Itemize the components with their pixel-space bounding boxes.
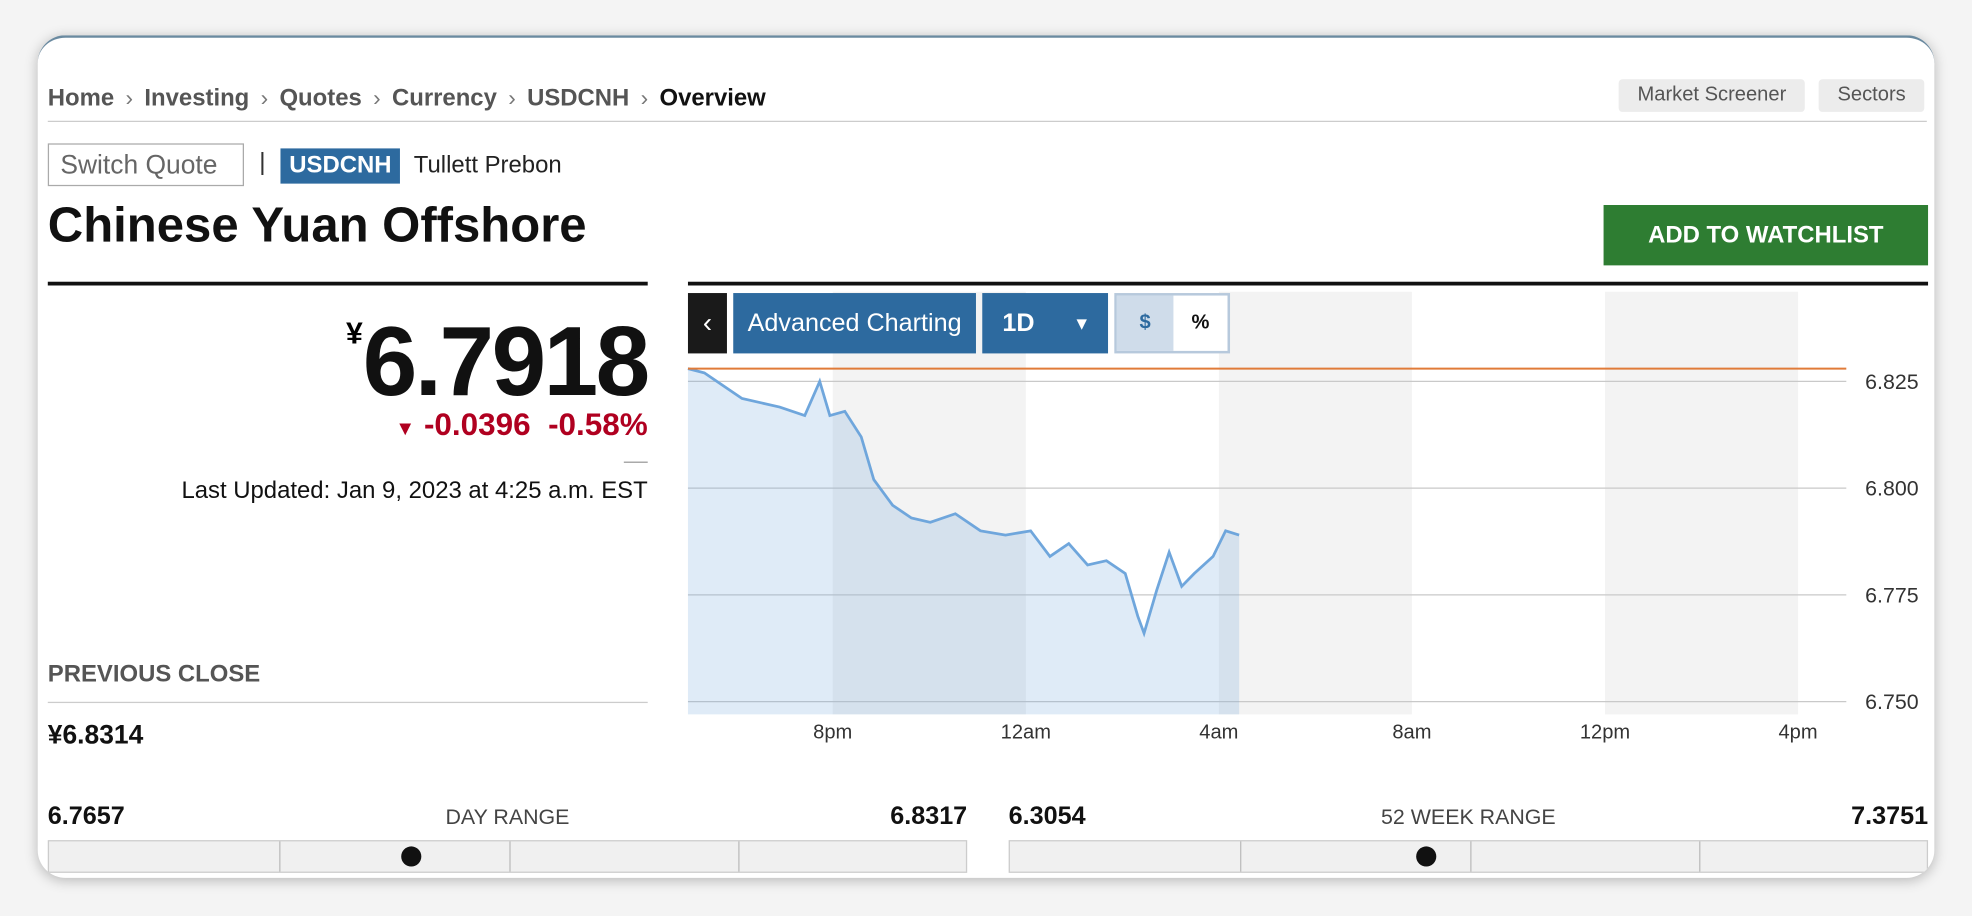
last-updated: Last Updated: Jan 9, 2023 at 4:25 a.m. E… [181, 477, 648, 505]
currency: ¥ [345, 316, 363, 351]
x-tick-label: 12pm [1580, 721, 1630, 743]
range-low: 6.3054 [1008, 802, 1086, 831]
y-tick-label: 6.750 [1865, 690, 1919, 714]
crumb[interactable]: Quotes [279, 85, 362, 112]
line [687, 367, 1240, 638]
range-label: 52 WEEK RANGE [1381, 804, 1556, 829]
crumb-separator: › [125, 85, 134, 111]
crumb[interactable]: Investing [144, 85, 250, 112]
period-select[interactable]: 1D ▼ [982, 293, 1109, 354]
change: ▼ -0.0396 -0.58% [395, 407, 647, 443]
rule [47, 281, 648, 286]
rule [623, 461, 648, 463]
range-divider [278, 841, 281, 872]
range-divider [1469, 841, 1471, 872]
crumb[interactable]: USDCNH [527, 85, 630, 112]
y-tick-label: 6.800 [1865, 477, 1919, 501]
crumb-separator: › [373, 85, 381, 111]
crumb-separator: › [640, 85, 649, 111]
unit-toggle: $ % [1114, 293, 1231, 354]
crumb-separator: › [508, 85, 516, 111]
y-tick-label: 6.775 [1865, 583, 1919, 607]
crumb[interactable]: Currency [391, 85, 497, 112]
change-value: -0.0396 [423, 407, 531, 443]
x-tick-label: 8am [1392, 721, 1431, 743]
crumb: Overview [659, 85, 766, 112]
switch-quote[interactable]: Switch Quote [47, 143, 244, 187]
range-high: 6.8317 [890, 802, 968, 831]
range-divider [1239, 841, 1242, 872]
range-divider [738, 841, 740, 872]
range-divider [508, 841, 510, 872]
dropdown-arrow: ▼ [1072, 313, 1091, 334]
previous-close-label: PREVIOUS CLOSE [47, 661, 261, 688]
sectors[interactable]: Sectors [1818, 79, 1925, 112]
card: Home › Investing › Quotes › Currency › USDCNH › Ov… [37, 35, 1935, 878]
range-marker [1416, 846, 1437, 867]
separator: | [259, 148, 266, 177]
percent[interactable]: % [1191, 311, 1210, 334]
down-arrow: ▼ [395, 418, 416, 441]
x-tick-label: 12am [1001, 721, 1051, 743]
previous-close-value: ¥6.8314 [47, 720, 144, 750]
period: 1D [1002, 309, 1035, 338]
area [687, 368, 1240, 715]
range-bar [47, 840, 968, 873]
rule [687, 281, 1929, 286]
crumb[interactable]: Home [47, 85, 115, 112]
x-tick-label: 8pm [813, 721, 852, 743]
collapse-button[interactable]: ‹ [687, 293, 727, 354]
market-screener[interactable]: Market Screener [1618, 79, 1806, 112]
chart: 6.750 6.775 6.800 6.825 8pm 12am 4am 8am 12pm 4pm [687, 291, 1919, 743]
y-tick-label: 6.825 [1865, 370, 1919, 394]
range-bar [1008, 840, 1929, 873]
range-high: 7.3751 [1851, 802, 1929, 831]
x-tick-label: 4am [1199, 721, 1238, 743]
price-box: ¥6.7918 [345, 304, 650, 418]
crumb-separator: › [260, 85, 269, 111]
range-divider [1699, 841, 1701, 872]
time-band [1604, 291, 1799, 715]
x-tick-label: 4pm [1778, 721, 1817, 743]
range-low: 6.7657 [47, 802, 125, 831]
watchlist-button[interactable]: ADD TO WATCHLIST [1603, 205, 1929, 266]
time-band [832, 291, 1026, 715]
range-marker [401, 846, 422, 867]
ticker: USDCNH [280, 148, 401, 184]
price: 6.7918 [362, 305, 650, 417]
advanced-charting[interactable]: Advanced Charting [733, 293, 976, 354]
title: Chinese Yuan Offshore [47, 198, 587, 253]
rule [47, 701, 648, 704]
time-band [1218, 291, 1412, 715]
dollar[interactable]: $ [1116, 295, 1174, 351]
change-percent: -0.58% [548, 407, 648, 443]
divider [47, 120, 1927, 122]
source: Tullett Prebon [413, 152, 562, 179]
breadcrumb: Home › Investing › Quotes › Currency › USDCNH › Ov… [48, 86, 766, 114]
range-label: DAY RANGE [445, 804, 570, 829]
